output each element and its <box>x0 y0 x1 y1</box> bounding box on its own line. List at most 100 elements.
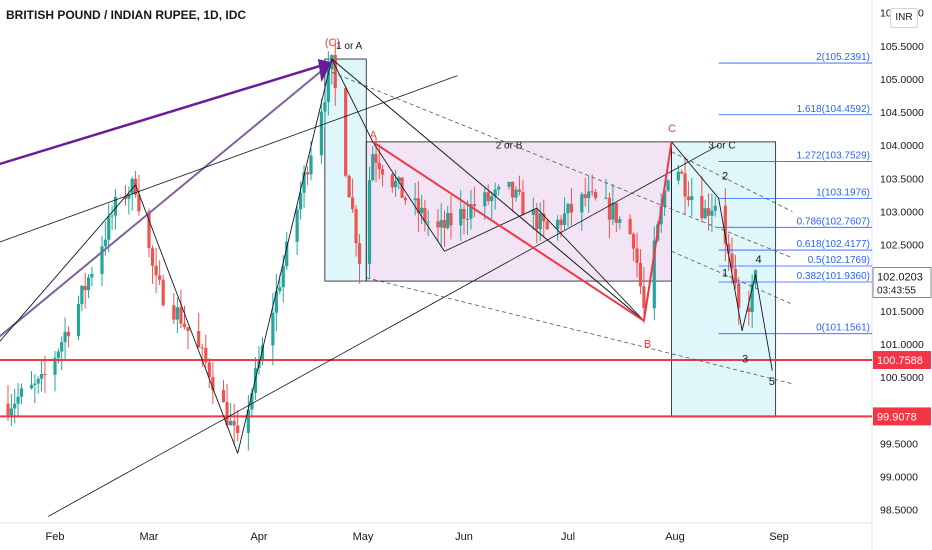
candle-body <box>628 218 632 235</box>
currency-badge[interactable]: INR <box>890 8 918 28</box>
candle-body <box>469 204 473 219</box>
candle-body <box>587 191 591 199</box>
candle-body <box>175 307 179 320</box>
candle-body <box>683 173 687 197</box>
fib-label: 1.272(103.7529) <box>797 151 870 162</box>
candle-body <box>663 190 667 207</box>
zigzag-segment <box>331 58 374 143</box>
candle-body <box>680 171 684 174</box>
price-tag-value: 99.9078 <box>877 411 917 423</box>
fib-label: 0.382(101.9360) <box>797 271 870 282</box>
candle-body <box>442 220 447 228</box>
price-tick-label: 98.5000 <box>880 505 918 517</box>
candle-body <box>295 209 299 242</box>
candle-body <box>100 246 104 274</box>
impulse-segment <box>755 274 773 371</box>
wave-label: 3 or C <box>708 141 735 152</box>
price-tag-value: 100.7588 <box>877 355 923 367</box>
candle-body <box>733 268 737 284</box>
price-tag-value: 102.0203 <box>877 271 923 283</box>
candle-body <box>103 239 107 247</box>
candle-body <box>521 192 525 215</box>
candle-body <box>221 390 226 403</box>
dashed-channel-line <box>331 71 793 259</box>
candle-body <box>66 331 71 337</box>
candle-body <box>150 248 155 266</box>
price-tick-label: 103.0000 <box>880 206 924 218</box>
wave-label: 3 <box>742 354 748 366</box>
zigzag-segment <box>0 184 136 342</box>
candle-body <box>700 196 704 219</box>
candle-body <box>86 277 91 291</box>
price-tick-label: 99.5000 <box>880 438 918 450</box>
wave-label: 1 or A <box>336 41 362 52</box>
dashed-channel-line <box>671 250 793 305</box>
price-tick-label: 102.5000 <box>880 240 924 252</box>
countdown-label: 03:43:55 <box>877 285 916 296</box>
candle-body <box>569 203 574 213</box>
candle-body <box>225 402 229 426</box>
candle-body <box>562 213 567 226</box>
candle-body <box>60 342 64 352</box>
time-tick-label: Sep <box>769 531 789 543</box>
candle-body <box>158 275 162 280</box>
candle-body <box>483 192 487 207</box>
candle-body <box>635 248 639 264</box>
symbol-title: BRITISH POUND / INDIAN RUPEE, 1D, IDC <box>6 8 247 22</box>
candle-body <box>16 396 20 404</box>
candle-body <box>319 111 323 156</box>
candle-body <box>566 203 570 214</box>
candle-body <box>309 155 313 175</box>
fib-label: 1.618(104.4592) <box>797 104 870 115</box>
candle-body <box>377 162 381 170</box>
candle-body <box>299 192 303 210</box>
candle-body <box>747 307 751 313</box>
candle-body <box>323 102 327 112</box>
candle-body <box>730 253 734 269</box>
candle-body <box>676 171 680 181</box>
candle-body <box>326 69 330 103</box>
candle-body <box>666 180 670 191</box>
box-2-or-b <box>365 141 672 282</box>
candle-body <box>271 312 275 346</box>
wave-label: 5 <box>769 376 775 388</box>
last-price-tag <box>872 267 932 298</box>
red-trendline <box>0 61 333 338</box>
blue-trendline <box>0 61 333 337</box>
red-abc-line <box>642 141 673 321</box>
candle-body <box>186 327 190 332</box>
candle-body <box>39 373 44 379</box>
candle-body <box>723 205 727 244</box>
price-tick-label: 104.5000 <box>880 107 924 119</box>
wave-label: 2 <box>722 171 728 183</box>
candle-body <box>594 192 598 199</box>
candle-body <box>56 351 60 358</box>
price-tick-label: 99.0000 <box>880 472 918 484</box>
fib-label: 0.786(102.7607) <box>797 216 870 227</box>
candle-body <box>614 202 618 223</box>
candle-body <box>397 177 401 181</box>
candle-body <box>278 287 282 292</box>
candle-body <box>154 265 158 276</box>
candle-body <box>305 172 310 175</box>
wave-label: A <box>370 130 378 142</box>
candle-body <box>232 420 236 426</box>
price-tick-label: 104.0000 <box>880 140 924 152</box>
candle-body <box>357 243 362 264</box>
level2-price-tag <box>873 407 931 426</box>
candle-body <box>737 283 741 308</box>
candle-body <box>390 174 394 188</box>
candle-body <box>229 420 233 426</box>
time-tick-label: Feb <box>46 531 65 543</box>
candle-body <box>53 357 57 375</box>
candle-body <box>83 285 87 291</box>
candle-body <box>133 178 138 195</box>
candle-body <box>90 273 94 278</box>
candle-body <box>703 208 707 219</box>
fib-label: 0.618(102.4177) <box>797 239 870 250</box>
candle-body <box>13 403 17 409</box>
time-tick-label: Jun <box>455 531 473 543</box>
zigzag-segment <box>135 184 239 454</box>
